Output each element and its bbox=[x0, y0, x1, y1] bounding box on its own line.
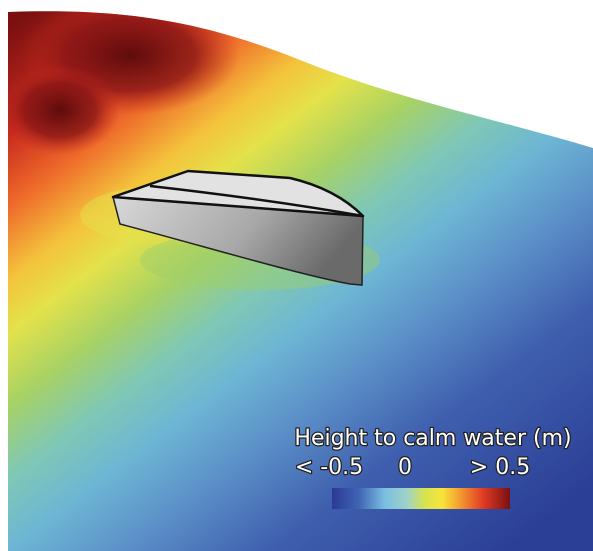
color-bar bbox=[332, 488, 510, 509]
legend-title: Height to calm water (m) bbox=[294, 426, 571, 451]
page: Height to calm water (m) < -0.5 0 > 0.5 … bbox=[0, 0, 593, 551]
legend-label: < -0.5 bbox=[295, 455, 363, 480]
visualization: Height to calm water (m) < -0.5 0 > 0.5 bbox=[0, 0, 593, 551]
legend-label: 0 bbox=[398, 455, 412, 480]
legend-label: > 0.5 bbox=[470, 455, 530, 480]
